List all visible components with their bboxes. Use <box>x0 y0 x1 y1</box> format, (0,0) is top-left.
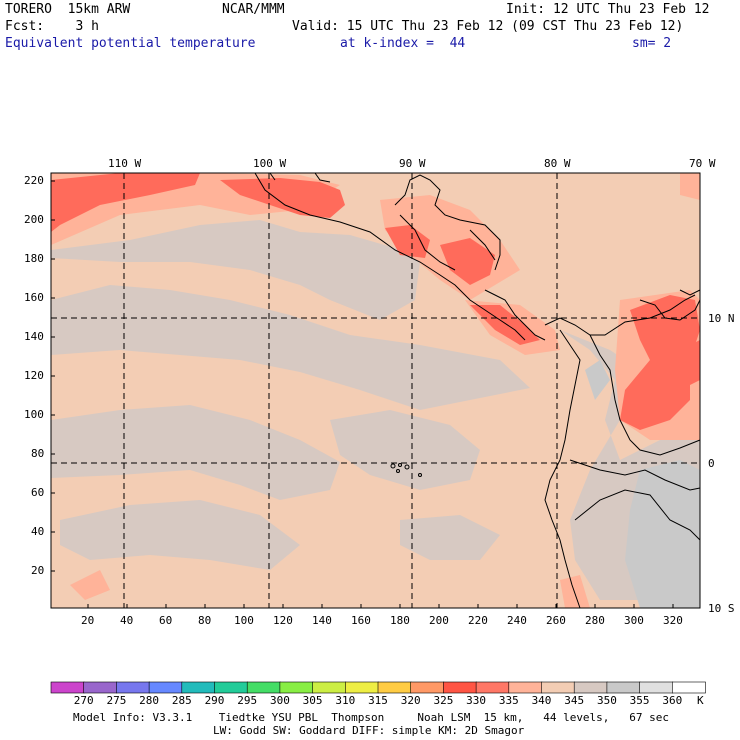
colorbar-level-label: 270 <box>73 694 94 707</box>
colorbar-swatch <box>246 681 281 694</box>
x-label-220: 220 <box>468 614 488 627</box>
colorbar-level-label: 275 <box>106 694 127 707</box>
colorbar-level-label: 360 <box>662 694 683 707</box>
y-label-160: 160 <box>24 291 44 304</box>
colorbar-level-label: 335 <box>498 694 519 707</box>
colorbar-level-label: 315 <box>368 694 388 707</box>
axis-ticks <box>51 180 674 608</box>
x-label-180: 180 <box>390 614 410 627</box>
colorbar-swatch <box>573 681 608 694</box>
lon-label-70w: 70 W <box>689 157 716 170</box>
y-label-60: 60 <box>31 486 45 499</box>
field-name: Equivalent potential temperature <box>5 36 256 51</box>
x-label-160: 160 <box>351 614 371 627</box>
coastlines <box>254 172 701 609</box>
lon-label-110w: 110 W <box>108 157 142 170</box>
y-label-180: 180 <box>24 252 44 265</box>
x-label-280: 280 <box>585 614 605 627</box>
x-label-200: 200 <box>429 614 449 627</box>
galapagos-islands <box>390 463 422 477</box>
graticule <box>51 173 700 608</box>
x-label-80: 80 <box>198 614 212 627</box>
y-label-140: 140 <box>24 330 44 343</box>
colorbar-level-label: 330 <box>466 694 487 707</box>
x-label-320: 320 <box>663 614 683 627</box>
y-label-40: 40 <box>31 525 45 538</box>
colorbar-swatch <box>443 681 477 694</box>
colorbar-swatch <box>312 681 347 694</box>
colorbar-level-label: 310 <box>335 694 356 707</box>
x-label-260: 260 <box>546 614 566 627</box>
colorbar-level-label: 295 <box>237 694 258 707</box>
colorbar <box>50 681 706 694</box>
colorbar-level-label: 325 <box>433 694 454 707</box>
lat-label-0: 0 <box>708 457 715 470</box>
valid-time: Valid: 15 UTC Thu 23 Feb 12 (09 CST Thu … <box>292 19 684 34</box>
colorbar-swatch <box>279 681 314 694</box>
x-label-20: 20 <box>81 614 95 627</box>
forecast-hour: Fcst: 3 h <box>5 19 99 34</box>
colorbar-level-label: 320 <box>400 694 421 707</box>
colorbar-swatch <box>377 681 412 694</box>
x-label-40: 40 <box>120 614 134 627</box>
colorbar-swatch <box>639 681 674 694</box>
red-regions <box>51 173 700 430</box>
colorbar-level-label: 355 <box>629 694 650 707</box>
x-label-140: 140 <box>312 614 332 627</box>
colorbar-level-label: 285 <box>171 694 192 707</box>
plot-frame <box>50 172 701 609</box>
x-label-60: 60 <box>159 614 173 627</box>
lon-label-100w: 100 W <box>253 157 287 170</box>
y-label-20: 20 <box>31 564 45 577</box>
model-info-line2: LW: Godd SW: Goddard DIFF: simple KM: 2D… <box>213 724 525 737</box>
colorbar-level-label: 350 <box>596 694 617 707</box>
level-info: at k-index = 44 <box>340 36 466 51</box>
colorbar-level-label: 345 <box>564 694 585 707</box>
smoothing-info: sm= 2 <box>632 36 672 51</box>
colorbar-swatch <box>508 681 543 694</box>
lat-label-10s: 10 S <box>708 602 735 615</box>
colorbar-swatch <box>410 681 445 694</box>
colorbar-swatch <box>606 681 641 694</box>
x-label-100: 100 <box>234 614 254 627</box>
colorbar-swatch <box>148 681 183 694</box>
x-label-300: 300 <box>624 614 644 627</box>
colorbar-swatch <box>50 681 85 694</box>
y-label-200: 200 <box>24 213 44 226</box>
colorbar-unit: K <box>697 694 704 707</box>
model-info-line1: Model Info: V3.3.1 Tiedtke YSU PBL Thomp… <box>73 711 670 724</box>
colorbar-swatch <box>671 681 706 694</box>
colorbar-swatch <box>116 681 150 694</box>
lat-label-10n: 10 N <box>708 312 735 325</box>
colorbar-level-label: 340 <box>531 694 552 707</box>
light-gray-regions <box>585 360 700 608</box>
init-time: Init: 12 UTC Thu 23 Feb 12 <box>506 2 710 17</box>
colorbar-swatch <box>344 681 379 694</box>
field-plot <box>51 173 700 608</box>
colorbar-level-label: 290 <box>204 694 225 707</box>
y-label-120: 120 <box>24 369 44 382</box>
y-label-220: 220 <box>24 174 44 187</box>
colorbar-level-label: 280 <box>139 694 160 707</box>
colorbar-swatch <box>83 681 118 694</box>
x-label-120: 120 <box>273 614 293 627</box>
model-title: TORERO 15km ARW <box>5 2 131 17</box>
colorbar-swatch <box>181 681 216 694</box>
y-label-100: 100 <box>24 408 44 421</box>
lon-label-80w: 80 W <box>544 157 571 170</box>
colorbar-level-label: 305 <box>302 694 323 707</box>
colorbar-swatch <box>541 681 576 694</box>
organization-label: NCAR/MMM <box>222 2 285 17</box>
colorbar-level-label: 300 <box>269 694 290 707</box>
colorbar-swatch <box>475 681 510 694</box>
x-label-240: 240 <box>507 614 527 627</box>
y-label-80: 80 <box>31 447 45 460</box>
colorbar-swatch <box>214 681 249 694</box>
lon-label-90w: 90 W <box>399 157 426 170</box>
